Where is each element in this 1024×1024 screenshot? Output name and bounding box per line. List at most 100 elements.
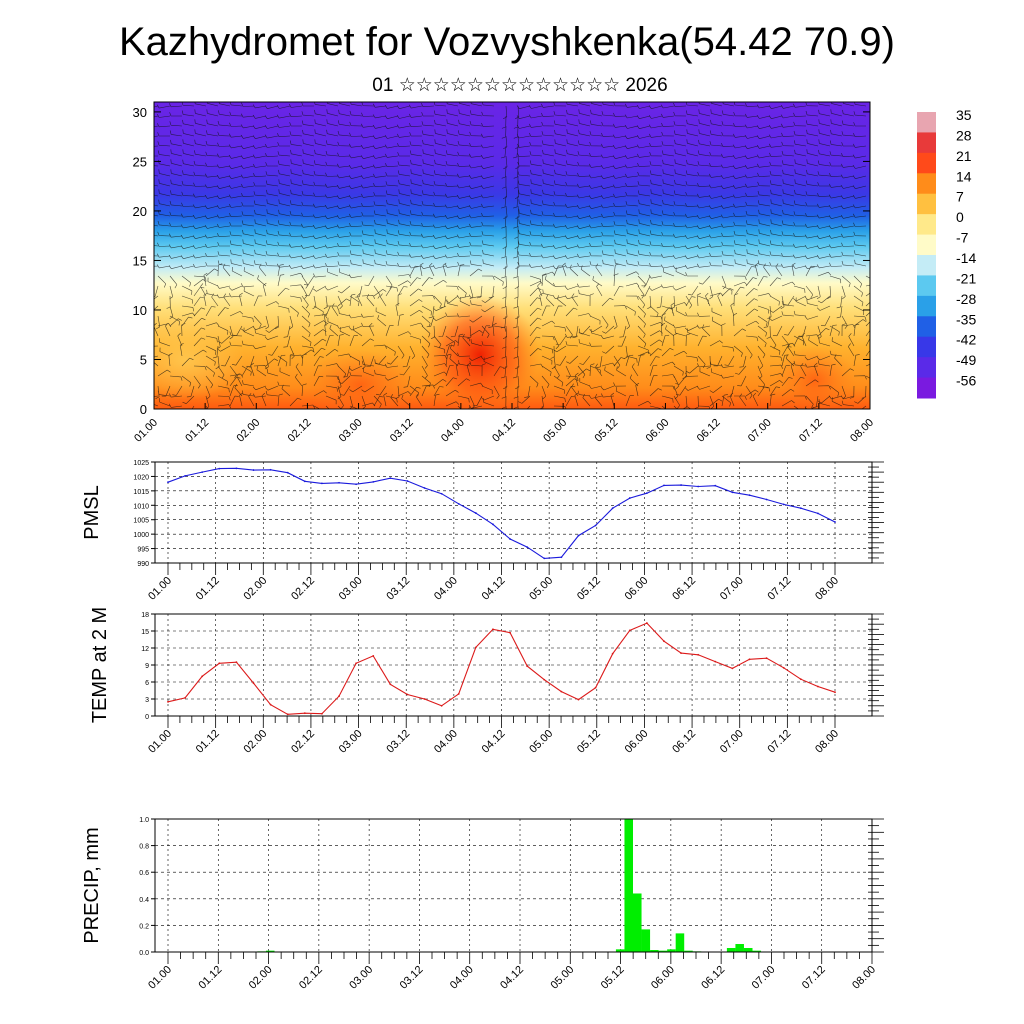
- temp-point: [765, 657, 768, 660]
- y-tick-label: 990: [137, 561, 149, 568]
- temp-point: [338, 695, 340, 698]
- y-tick-label: 18: [141, 612, 149, 619]
- colorbar-swatch: [917, 295, 936, 317]
- y-tick-label: 10: [133, 303, 147, 318]
- y-tick-label: 0.0: [139, 950, 149, 957]
- colorbar-label: 14: [956, 168, 972, 184]
- pmsl-point: [748, 494, 751, 497]
- pmsl-point: [440, 492, 443, 495]
- temp-point: [167, 700, 169, 703]
- x-tick-label: 07.00: [750, 964, 778, 992]
- temp-point: [611, 652, 614, 655]
- colorbar-label: -21: [956, 270, 976, 286]
- pmsl-point: [184, 474, 187, 477]
- y-tick-label: 995: [137, 547, 149, 554]
- pmsl-point: [252, 469, 255, 471]
- x-tick-label: 02.12: [289, 728, 317, 756]
- temp-point: [628, 629, 631, 632]
- precip-bar: [684, 950, 693, 952]
- temperature-colorbar: 35 28 21 14 7 0 -7 -14 -21 -28 -35 -42 -49 -56: [917, 107, 976, 399]
- temp-point: [663, 640, 665, 643]
- x-tick-label: 05.12: [599, 964, 627, 992]
- pmsl-point: [526, 546, 529, 549]
- x-tick-label: 07.00: [718, 575, 746, 603]
- warm-core-0712: [775, 345, 855, 409]
- x-tick-label: 08.00: [848, 417, 876, 445]
- x-tick-label: 04.00: [448, 964, 476, 992]
- x-tick-label: 03.00: [337, 575, 365, 603]
- y-tick-label: 0.8: [139, 844, 149, 851]
- x-tick-label: 01.12: [194, 575, 222, 603]
- colorbar-swatch: [917, 112, 936, 133]
- colorbar-label: 28: [956, 127, 972, 143]
- time-series-panels: 990 995 1000 1005 1010 1015 1020 1025 01.00 01.12…: [81, 460, 884, 992]
- y-tick-label: 1000: [133, 532, 149, 539]
- temp-point: [782, 666, 785, 669]
- pmsl-point: [355, 483, 358, 486]
- x-tick-label: 04.12: [480, 575, 508, 603]
- pmsl-point: [492, 523, 494, 526]
- pmsl-point: [406, 480, 409, 482]
- colorbar-swatch: [917, 255, 936, 276]
- pmsl-point: [201, 471, 204, 473]
- chart-title: Kazhydromet for Vozvyshkenka(54.42 70.9): [119, 20, 895, 64]
- x-tick-label: 03.00: [337, 417, 365, 445]
- temp-point: [577, 698, 580, 701]
- temp-ylabel: TEMP at 2 M: [89, 607, 111, 723]
- temp-point: [355, 662, 358, 665]
- pmsl-point: [167, 481, 169, 484]
- y-tick-label: 5: [140, 352, 147, 367]
- precip-bar: [726, 948, 736, 952]
- y-tick-label: 25: [133, 154, 147, 169]
- x-tick-label: 02.12: [286, 417, 314, 445]
- colorbar-label: 7: [956, 189, 964, 205]
- precip-panel: 0.0 0.2 0.4 0.6 0.8 1.0 01.00 01.12 02.00 02.12 03…: [81, 817, 884, 992]
- precip-bar: [624, 819, 633, 952]
- x-tick-label: 06.00: [649, 964, 677, 992]
- precip-bar: [667, 949, 676, 952]
- pmsl-point: [680, 484, 682, 486]
- precip-bar: [735, 944, 744, 952]
- x-tick-label: 01.00: [132, 417, 160, 445]
- x-tick-label: 02.12: [289, 575, 317, 603]
- pmsl-point: [628, 497, 631, 499]
- pmsl-point: [714, 484, 717, 487]
- x-tick-label: 05.12: [575, 575, 603, 603]
- pmsl-point: [663, 484, 665, 487]
- x-tick-label: 05.00: [548, 964, 576, 992]
- x-tick-label: 01.12: [196, 964, 224, 992]
- x-tick-label: 05.00: [541, 417, 569, 445]
- colorbar-label: -42: [956, 332, 976, 348]
- x-tick-label: 03.12: [384, 728, 412, 756]
- precip-bar: [675, 933, 685, 952]
- precip-bar: [633, 893, 642, 952]
- temp-point: [286, 713, 289, 716]
- precip-ylabel: PRECIP, mm: [81, 827, 103, 943]
- x-tick-label: 04.12: [498, 964, 526, 992]
- y-tick-label: 9: [145, 663, 149, 670]
- y-tick-label: 15: [133, 253, 147, 268]
- temp-point: [440, 704, 443, 707]
- y-tick-label: 0.4: [139, 897, 149, 904]
- x-tick-label: 02.00: [241, 728, 269, 756]
- x-tick-label: 04.00: [432, 575, 460, 603]
- temp-point: [303, 712, 306, 715]
- colorbar-label: -35: [956, 311, 976, 327]
- x-tick-label: 05.12: [592, 417, 620, 445]
- temp-point: [526, 665, 529, 668]
- x-tick-label: 02.00: [247, 964, 275, 992]
- colorbar-swatch: [917, 377, 936, 399]
- x-tick-label: 06.00: [623, 728, 651, 756]
- y-tick-label: 3: [145, 697, 149, 704]
- x-tick-label: 08.00: [813, 575, 841, 603]
- colorbar-label: -28: [956, 291, 976, 307]
- colorbar-swatch: [917, 193, 936, 215]
- pmsl-point: [816, 512, 819, 515]
- y-tick-label: 1020: [133, 474, 149, 481]
- pmsl-point: [389, 477, 392, 480]
- colorbar-label: -49: [956, 352, 976, 368]
- x-tick-label: 07.00: [746, 417, 774, 445]
- colorbar-label: 21: [956, 148, 972, 164]
- x-tick-label: 07.12: [800, 964, 828, 992]
